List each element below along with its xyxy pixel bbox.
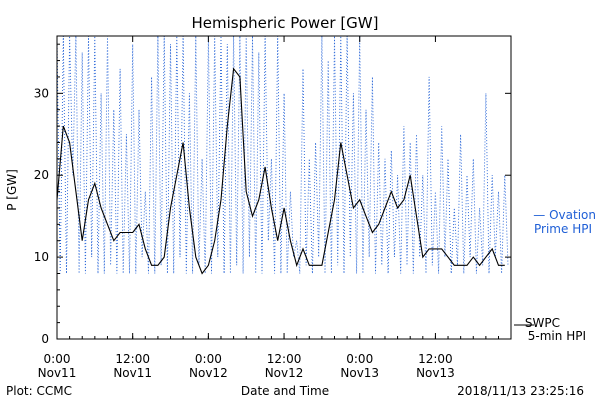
- chart-title: Hemispheric Power [GW]: [192, 14, 379, 32]
- y-axis: 0 10 20 30: [34, 43, 511, 346]
- x-tick-label-date: Nov13: [340, 366, 379, 380]
- plot-timestamp: 2018/11/13 23:25:16: [457, 384, 584, 398]
- x-axis: 0:00Nov1112:00Nov110:00Nov1212:00Nov120:…: [38, 36, 499, 380]
- x-tick-label-date: Nov13: [416, 366, 455, 380]
- y-tick-label: 0: [41, 332, 49, 346]
- series-line-ovation: [56, 35, 509, 274]
- legend: — Ovation Prime HPI SWPC 5-min HPI: [514, 208, 596, 343]
- x-tick-label-date: Nov12: [265, 366, 304, 380]
- series-line-swpc: [56, 67, 505, 275]
- legend-swpc-line2: 5-min HPI: [528, 329, 586, 343]
- x-tick-label-time: 12:00: [267, 352, 302, 366]
- x-tick-label-time: 12:00: [418, 352, 453, 366]
- y-axis-label: P [GW]: [5, 169, 19, 211]
- legend-ovation-line2: Prime HPI: [534, 222, 592, 236]
- x-tick-label-date: Nov11: [113, 366, 152, 380]
- legend-ovation-line1: — Ovation: [533, 208, 596, 222]
- plot-credit: Plot: CCMC: [6, 384, 72, 398]
- legend-swpc-line1: SWPC: [525, 316, 560, 330]
- x-tick-label-time: 0:00: [346, 352, 373, 366]
- x-tick-label-date: Nov12: [189, 366, 228, 380]
- x-axis-label: Date and Time: [241, 384, 329, 398]
- y-tick-label: 20: [34, 168, 49, 182]
- x-tick-label-time: 12:00: [115, 352, 150, 366]
- y-tick-label: 10: [34, 250, 49, 264]
- x-tick-label-time: 0:00: [44, 352, 71, 366]
- x-tick-label-date: Nov11: [38, 366, 77, 380]
- series-layer: [56, 35, 509, 275]
- y-tick-label: 30: [34, 86, 49, 100]
- x-tick-label-time: 0:00: [195, 352, 222, 366]
